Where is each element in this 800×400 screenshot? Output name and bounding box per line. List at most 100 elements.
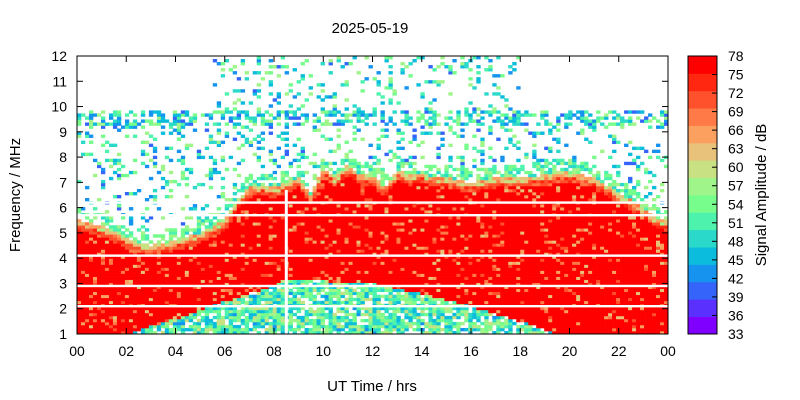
heatmap-cell: [140, 152, 146, 157]
heatmap-cell: [308, 327, 313, 332]
heatmap-cell: [256, 291, 262, 296]
heatmap-cell: [368, 191, 373, 196]
heatmap-cell: [212, 273, 218, 277]
heatmap-cell: [112, 267, 118, 271]
heatmap-cell: [84, 297, 90, 302]
heatmap-cell: [148, 113, 154, 117]
heatmap-cell: [88, 285, 94, 290]
heatmap-cell: [232, 285, 238, 290]
heatmap-cell: [296, 279, 301, 283]
heatmap-cell: [444, 225, 449, 229]
heatmap-cell: [236, 173, 242, 178]
heatmap-cell: [300, 77, 305, 81]
heatmap-cell: [280, 222, 285, 226]
heatmap-cell: [452, 246, 457, 250]
heatmap-cell: [324, 249, 329, 253]
heatmap-cell: [360, 249, 365, 253]
heatmap-cell: [172, 231, 178, 235]
heatmap-cell: [356, 113, 361, 117]
heatmap-cell: [452, 321, 457, 326]
heatmap-cell: [332, 234, 337, 238]
heatmap-cell: [192, 252, 198, 256]
heatmap-cell: [108, 122, 114, 126]
heatmap-cell: [432, 258, 437, 262]
heatmap-cell: [428, 207, 433, 211]
heatmap-cell: [172, 297, 178, 302]
heatmap-cell: [264, 249, 270, 253]
heatmap-cell: [176, 246, 182, 250]
heatmap-cell: [276, 185, 281, 190]
heatmap-cell: [300, 149, 305, 154]
heatmap-cell: [192, 207, 198, 211]
heatmap-cell: [272, 270, 278, 274]
heatmap-cell: [300, 300, 305, 305]
heatmap-cell: [432, 318, 437, 323]
heatmap-cell: [436, 309, 441, 314]
heatmap-cell: [336, 285, 341, 290]
heatmap-cell: [308, 276, 313, 280]
heatmap-cell: [300, 179, 305, 184]
heatmap-cell: [288, 324, 293, 329]
heatmap-cell: [88, 306, 94, 311]
heatmap-cell: [128, 282, 134, 286]
heatmap-cell: [408, 321, 413, 326]
heatmap-cell: [168, 234, 174, 238]
heatmap-cell: [424, 255, 429, 259]
heatmap-cell: [96, 273, 102, 277]
heatmap-cell: [444, 231, 449, 235]
heatmap-cell: [376, 267, 381, 271]
heatmap-cell: [284, 143, 289, 147]
heatmap-cell: [256, 191, 262, 196]
heatmap-cell: [336, 330, 341, 335]
heatmap-cell: [156, 252, 162, 256]
heatmap-cell: [392, 309, 397, 314]
heatmap-cell: [268, 195, 274, 199]
heatmap-cell: [132, 309, 138, 314]
heatmap-cell: [276, 315, 281, 320]
heatmap-cell: [400, 330, 405, 335]
heatmap-cell: [396, 225, 401, 229]
heatmap-cell: [344, 210, 349, 214]
heatmap-cell: [408, 219, 413, 223]
heatmap-cell: [332, 110, 337, 114]
heatmap-cell: [336, 234, 341, 238]
heatmap-cell: [316, 318, 321, 323]
heatmap-cell: [376, 309, 381, 314]
heatmap-cell: [348, 267, 353, 271]
heatmap-cell: [172, 282, 178, 286]
heatmap-cell: [144, 282, 150, 286]
heatmap-cell: [408, 164, 413, 169]
heatmap-cell: [264, 176, 270, 181]
heatmap-cell: [104, 261, 110, 265]
heatmap-cell: [240, 198, 246, 202]
heatmap-cell: [316, 324, 321, 329]
heatmap-cell: [372, 282, 377, 286]
heatmap-cell: [240, 300, 246, 305]
heatmap-cell: [368, 155, 373, 160]
heatmap-cell: [144, 297, 150, 302]
heatmap-cell: [220, 327, 226, 332]
heatmap-cell: [108, 291, 114, 296]
heatmap-cell: [77, 285, 82, 290]
heatmap-cell: [256, 330, 262, 335]
heatmap-cell: [300, 237, 305, 241]
heatmap-cell: [272, 222, 278, 226]
heatmap-cell: [356, 231, 361, 235]
heatmap-cell: [376, 207, 381, 211]
heatmap-cell: [220, 315, 226, 320]
heatmap-cell: [360, 210, 365, 214]
heatmap-cell: [448, 71, 453, 75]
heatmap-cell: [224, 255, 230, 259]
heatmap-cell: [116, 237, 122, 241]
heatmap-cell: [100, 291, 106, 296]
heatmap-cell: [176, 312, 182, 317]
heatmap-cell: [296, 204, 301, 208]
heatmap-cell: [152, 261, 158, 265]
heatmap-cell: [352, 306, 357, 311]
heatmap-cell: [320, 89, 325, 93]
heatmap-cell: [140, 246, 146, 250]
heatmap-cell: [280, 191, 285, 196]
heatmap-cell: [160, 300, 166, 305]
heatmap-cell: [180, 255, 186, 259]
heatmap-cell: [364, 258, 369, 262]
